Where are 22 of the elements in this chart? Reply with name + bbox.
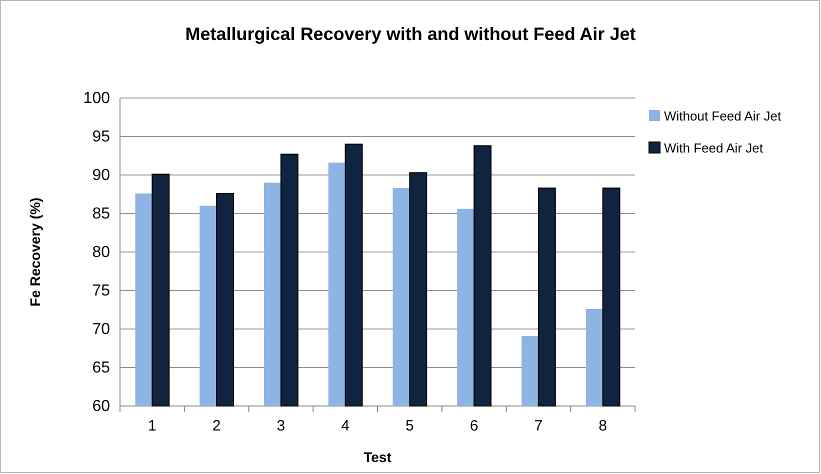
x-tick-label: 1 [148,418,156,435]
x-tick-label: 8 [598,418,607,435]
y-tick-label: 60 [92,398,110,416]
y-tick-label: 95 [92,128,110,146]
x-axis-title: Test [364,449,392,465]
y-tick-label: 100 [83,90,110,108]
chart-title: Metallurgical Recovery with and without Feed Air Jet [185,24,636,44]
x-tick-label: 4 [341,418,350,435]
y-tick-label: 75 [92,282,110,300]
y-axis-title: Fe Recovery (%) [27,198,43,306]
legend-label: Without Feed Air Jet [664,108,782,124]
x-tick-label: 7 [534,418,543,435]
y-tick-label: 80 [92,244,110,262]
y-tick-label: 85 [92,206,110,223]
x-tick-label: 5 [406,418,414,435]
x-tick-label: 2 [212,418,221,435]
y-tick-label: 90 [92,167,110,184]
y-tick-label: 70 [92,321,110,338]
y-tick-label: 65 [92,360,110,377]
x-tick-label: 6 [470,418,478,435]
legend-label: With Feed Air Jet [664,140,764,156]
x-tick-label: 3 [276,418,286,435]
